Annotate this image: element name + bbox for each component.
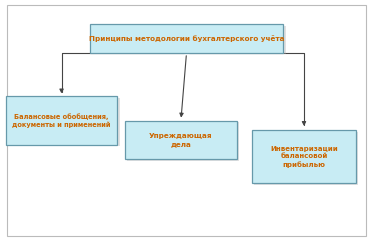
FancyBboxPatch shape (90, 24, 283, 53)
FancyBboxPatch shape (127, 122, 239, 161)
Text: Упреждающая
дела: Упреждающая дела (149, 133, 213, 147)
Text: Инвентаризации
балансовой
прибылью: Инвентаризации балансовой прибылью (270, 146, 338, 167)
Text: Принципы методологии бухгалтерского учёта: Принципы методологии бухгалтерского учёт… (89, 35, 284, 42)
FancyBboxPatch shape (125, 120, 237, 159)
FancyBboxPatch shape (254, 132, 358, 185)
FancyBboxPatch shape (6, 96, 117, 145)
FancyBboxPatch shape (92, 26, 286, 54)
FancyBboxPatch shape (252, 130, 356, 183)
FancyBboxPatch shape (8, 98, 120, 146)
Text: Балансовые обобщения,
документы и применений: Балансовые обобщения, документы и примен… (12, 113, 111, 128)
